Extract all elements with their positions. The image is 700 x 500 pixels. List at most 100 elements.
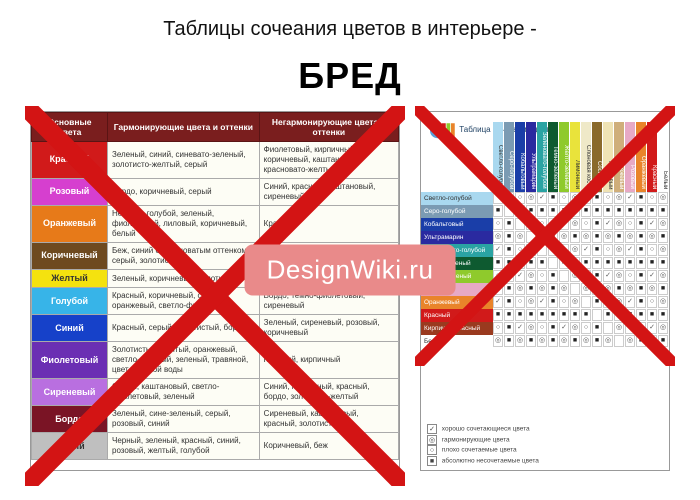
matrix-cell: ◎ <box>559 335 569 347</box>
matrix-cell <box>537 244 547 256</box>
matrix-cell: ○ <box>603 296 613 308</box>
matrix-col-header: Кобальтовый <box>515 122 525 192</box>
matrix-cell: ◎ <box>603 283 613 295</box>
matrix-row: Желто-зеленый○■✓◎○■◎○■✓◎○■✓◎ <box>421 270 669 283</box>
matrix-cell <box>570 283 580 295</box>
matrix-cell <box>504 205 514 217</box>
color-name-cell: Красный <box>32 142 108 179</box>
matrix-cell: ✓ <box>581 192 591 204</box>
nonharmonizing-cell: Красный <box>259 206 398 243</box>
matrix-cell: ✓ <box>647 270 657 282</box>
matrix-cell: ◎ <box>658 218 668 230</box>
matrix-cell: ■ <box>526 335 536 347</box>
page-subtitle: БРЕД <box>0 55 700 97</box>
matrix-cell: ○ <box>493 270 503 282</box>
nonharmonizing-cell: Зеленый, сиреневый, розовый, коричневый <box>259 315 398 342</box>
matrix-cell: ■ <box>647 309 657 321</box>
matrix-cell: ■ <box>592 244 602 256</box>
matrix-cell: ■ <box>504 335 514 347</box>
matrix-cell: ◎ <box>658 244 668 256</box>
matrix-cell: ◎ <box>647 335 657 347</box>
matrix-cell: ✓ <box>603 270 613 282</box>
matrix-cell: ■ <box>658 309 668 321</box>
harmonizing-cell: Красный, серый, золотистый, бордо <box>108 315 260 342</box>
matrix-cell: ◎ <box>559 231 569 243</box>
matrix-cell: ■ <box>592 283 602 295</box>
matrix-cell: ○ <box>537 270 547 282</box>
matrix-cell: ■ <box>625 309 635 321</box>
harmonizing-cell: Черный, зеленый, красный, синий, розовый… <box>108 433 260 460</box>
matrix-cell: ■ <box>526 257 536 269</box>
table-row: КрасныйЗеленый, синий, синевато-зеленый,… <box>32 142 399 179</box>
matrix-row-label: Светло-голубой <box>421 192 493 205</box>
matrix-cell: ■ <box>493 309 503 321</box>
matrix-cell: ■ <box>570 335 580 347</box>
matrix-row: Зеленовато-голубой✓■○◎■○◎✓■○◎✓■○◎ <box>421 244 669 257</box>
matrix-cell: ■ <box>636 283 646 295</box>
matrix-legend: ✓ хорошо сочетающиеся цвета◎ гармонирующ… <box>427 424 539 466</box>
matrix-cell: ■ <box>504 270 514 282</box>
matrix-cell: ○ <box>515 192 525 204</box>
harmonizing-cell: Зеленый, коричневый, золотистый <box>108 270 260 288</box>
matrix-col-header: Зеленовато-голубой <box>537 122 547 192</box>
matrix-cell: ■ <box>592 205 602 217</box>
matrix-cell: ■ <box>548 335 558 347</box>
matrix-cell: ○ <box>515 296 525 308</box>
legend-symbol: ○ <box>427 445 437 455</box>
matrix-cell: ○ <box>625 218 635 230</box>
matrix-cell: ◎ <box>537 231 547 243</box>
matrix-cell: ■ <box>614 283 624 295</box>
matrix-row: Розовый◎■◎■◎■◎◎■◎■◎■◎■ <box>421 283 669 296</box>
matrix-cell: ◎ <box>647 283 657 295</box>
matrix-cell: ◎ <box>614 296 624 308</box>
legend-item: ■ абсолютно несочетаемые цвета <box>427 456 539 466</box>
matrix-cell: ■ <box>636 309 646 321</box>
matrix-row: Темно-зеленый■■■■■■■■■■■■■■■ <box>421 257 669 270</box>
matrix-cell: ◎ <box>493 231 503 243</box>
legend-item: ✓ хорошо сочетающиеся цвета <box>427 424 539 434</box>
matrix-cell: ■ <box>504 192 514 204</box>
matrix-cell: ◎ <box>526 296 536 308</box>
matrix-cell: ■ <box>603 257 613 269</box>
matrix-cell: ✓ <box>559 218 569 230</box>
matrix-cell <box>526 231 536 243</box>
table-header: Гармонирующие цвета и оттенки <box>108 113 260 142</box>
matrix-cell: ◎ <box>614 244 624 256</box>
matrix-cell: ■ <box>493 205 503 217</box>
matrix-cell: ■ <box>592 335 602 347</box>
legend-item: ○ плохо сочетаемые цвета <box>427 445 539 455</box>
matrix-cell: ■ <box>581 309 591 321</box>
matrix-cell: ■ <box>548 322 558 334</box>
matrix-cell: ■ <box>592 257 602 269</box>
matrix-cell: ■ <box>636 244 646 256</box>
matrix-cell: ◎ <box>581 283 591 295</box>
table-row: БордоЗеленый, сине-зеленый, серый, розов… <box>32 406 399 433</box>
color-name-cell: Голубой <box>32 288 108 315</box>
matrix-col-header: Лимонный <box>570 122 580 192</box>
matrix-cell: ■ <box>504 231 514 243</box>
matrix-cell: ■ <box>548 192 558 204</box>
legend-text: гармонирующие цвета <box>440 436 510 443</box>
matrix-cell: ◎ <box>658 192 668 204</box>
harmonizing-cell: Бордо, коричневый, серый <box>108 179 260 206</box>
matrix-cell: ◎ <box>658 270 668 282</box>
matrix-cell: ◎ <box>614 218 624 230</box>
matrix-cell: ■ <box>504 283 514 295</box>
matrix-cell: ✓ <box>559 322 569 334</box>
legend-text: абсолютно несочетаемые цвета <box>440 457 539 464</box>
matrix-col-header: Серо-голубой <box>504 122 514 192</box>
matrix-cell: ■ <box>504 309 514 321</box>
matrix-cell: ■ <box>537 257 547 269</box>
matrix-cell: ■ <box>636 335 646 347</box>
matrix-cell: ■ <box>559 257 569 269</box>
matrix-cell: ■ <box>515 309 525 321</box>
harmonizing-cell: Серый, каштановый, светло-фиолетовый, зе… <box>108 379 260 406</box>
matrix-cell: ■ <box>537 205 547 217</box>
matrix-cell: ◎ <box>526 322 536 334</box>
matrix-row: Оранжевый✓■○◎✓■○◎■○◎✓■○◎ <box>421 296 669 309</box>
matrix-cell: ■ <box>504 218 514 230</box>
matrix-cell: ■ <box>548 244 558 256</box>
matrix-cell: ■ <box>592 296 602 308</box>
color-name-cell: Бордо <box>32 406 108 433</box>
matrix-cell: ✓ <box>603 218 613 230</box>
